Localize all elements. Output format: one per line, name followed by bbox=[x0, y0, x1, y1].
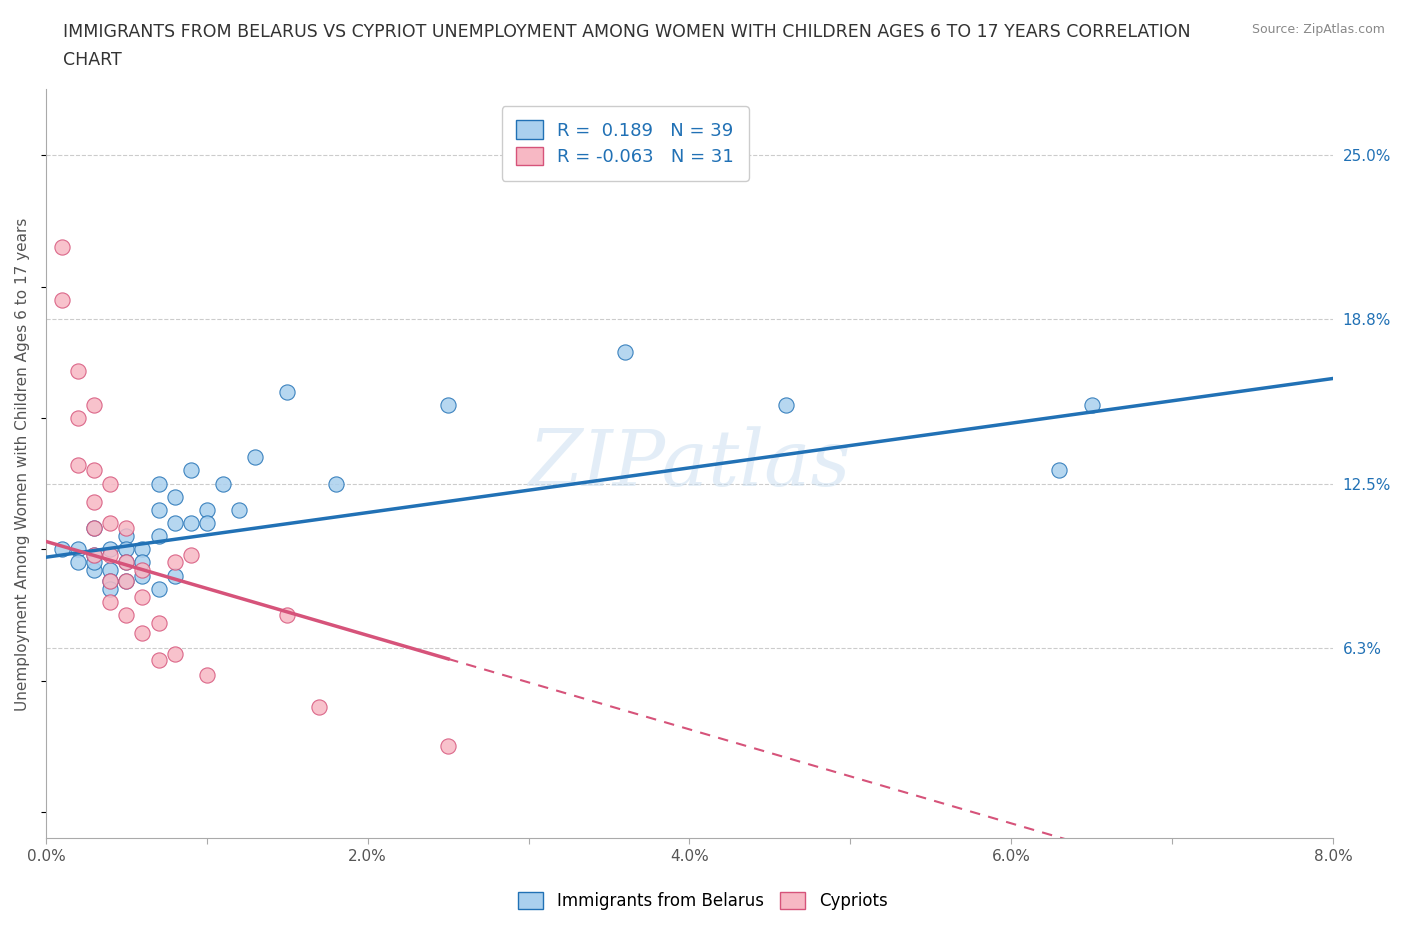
Point bbox=[1049, 463, 1071, 478]
Point bbox=[1080, 397, 1102, 412]
Point bbox=[98, 476, 121, 491]
Point bbox=[83, 397, 105, 412]
Point bbox=[51, 542, 73, 557]
Point bbox=[83, 563, 105, 578]
Point bbox=[131, 563, 153, 578]
Point bbox=[115, 529, 138, 544]
Point bbox=[83, 495, 105, 510]
Point bbox=[67, 410, 90, 425]
Point bbox=[614, 345, 637, 360]
Point bbox=[131, 590, 153, 604]
Point bbox=[131, 568, 153, 583]
Point bbox=[115, 555, 138, 570]
Point bbox=[83, 463, 105, 478]
Point bbox=[163, 489, 186, 504]
Point bbox=[195, 502, 218, 517]
Point bbox=[163, 647, 186, 662]
Point bbox=[98, 542, 121, 557]
Point bbox=[212, 476, 235, 491]
Point bbox=[195, 668, 218, 683]
Point bbox=[83, 547, 105, 562]
Text: IMMIGRANTS FROM BELARUS VS CYPRIOT UNEMPLOYMENT AMONG WOMEN WITH CHILDREN AGES 6: IMMIGRANTS FROM BELARUS VS CYPRIOT UNEMP… bbox=[63, 23, 1191, 41]
Point bbox=[148, 529, 170, 544]
Point bbox=[115, 574, 138, 589]
Y-axis label: Unemployment Among Women with Children Ages 6 to 17 years: Unemployment Among Women with Children A… bbox=[15, 218, 30, 711]
Point bbox=[98, 581, 121, 596]
Point bbox=[67, 364, 90, 379]
Point bbox=[98, 594, 121, 609]
Point bbox=[83, 547, 105, 562]
Point bbox=[131, 555, 153, 570]
Point bbox=[163, 515, 186, 530]
Point bbox=[180, 515, 202, 530]
Point bbox=[83, 521, 105, 536]
Legend: Immigrants from Belarus, Cypriots: Immigrants from Belarus, Cypriots bbox=[512, 885, 894, 917]
Point bbox=[83, 521, 105, 536]
Point bbox=[276, 607, 298, 622]
Point bbox=[437, 397, 460, 412]
Point bbox=[115, 607, 138, 622]
Point bbox=[276, 384, 298, 399]
Point bbox=[98, 563, 121, 578]
Point bbox=[195, 515, 218, 530]
Text: Source: ZipAtlas.com: Source: ZipAtlas.com bbox=[1251, 23, 1385, 36]
Point bbox=[163, 568, 186, 583]
Point bbox=[115, 574, 138, 589]
Point bbox=[98, 547, 121, 562]
Point bbox=[98, 574, 121, 589]
Point bbox=[180, 463, 202, 478]
Point bbox=[308, 699, 330, 714]
Point bbox=[98, 515, 121, 530]
Text: ZIPatlas: ZIPatlas bbox=[529, 426, 851, 502]
Legend: R =  0.189   N = 39, R = -0.063   N = 31: R = 0.189 N = 39, R = -0.063 N = 31 bbox=[502, 106, 748, 180]
Point bbox=[115, 555, 138, 570]
Point bbox=[115, 521, 138, 536]
Point bbox=[180, 547, 202, 562]
Point bbox=[148, 502, 170, 517]
Point bbox=[98, 574, 121, 589]
Point bbox=[148, 616, 170, 631]
Point bbox=[131, 626, 153, 641]
Point bbox=[115, 542, 138, 557]
Point bbox=[51, 240, 73, 255]
Point bbox=[131, 542, 153, 557]
Point bbox=[148, 476, 170, 491]
Point bbox=[148, 581, 170, 596]
Point bbox=[67, 542, 90, 557]
Point bbox=[67, 555, 90, 570]
Point bbox=[163, 555, 186, 570]
Point bbox=[83, 555, 105, 570]
Point bbox=[148, 652, 170, 667]
Point bbox=[228, 502, 250, 517]
Point bbox=[325, 476, 347, 491]
Point bbox=[51, 292, 73, 307]
Point bbox=[775, 397, 797, 412]
Point bbox=[243, 450, 266, 465]
Text: CHART: CHART bbox=[63, 51, 122, 69]
Point bbox=[67, 458, 90, 472]
Point bbox=[437, 739, 460, 754]
